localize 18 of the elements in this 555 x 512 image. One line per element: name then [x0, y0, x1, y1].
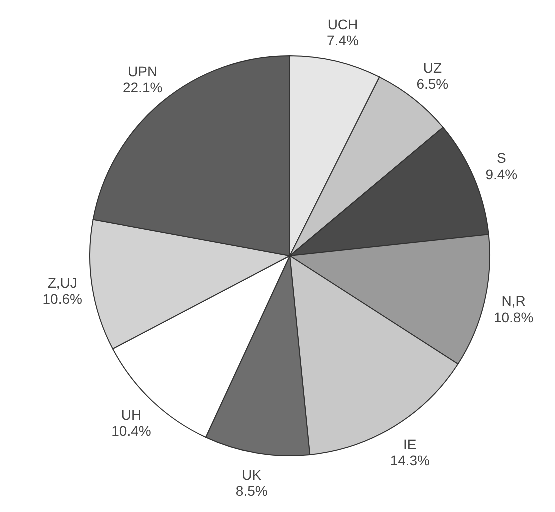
slice-label: S: [496, 150, 506, 166]
data-label: 7.4%: [327, 32, 359, 48]
data-label: 8.5%: [236, 483, 268, 500]
data-label: 9.4%: [486, 166, 518, 182]
slice-label: N,R: [502, 293, 526, 310]
slice-label: UCH: [328, 16, 358, 32]
slice-label: IE: [404, 436, 417, 452]
slice-label: Z,UJ: [48, 274, 78, 291]
slice-label: UPN: [128, 63, 158, 80]
data-label: 14.3%: [390, 452, 430, 468]
slice-label: UH: [121, 406, 142, 423]
data-label: 6.5%: [416, 76, 449, 92]
data-label: 10.6%: [42, 290, 82, 307]
data-label: 22.1%: [122, 80, 163, 96]
slice-label: UZ: [423, 60, 442, 76]
data-label: 10.4%: [112, 422, 152, 439]
slice-label: UK: [242, 467, 262, 484]
data-label: 10.8%: [494, 309, 534, 326]
